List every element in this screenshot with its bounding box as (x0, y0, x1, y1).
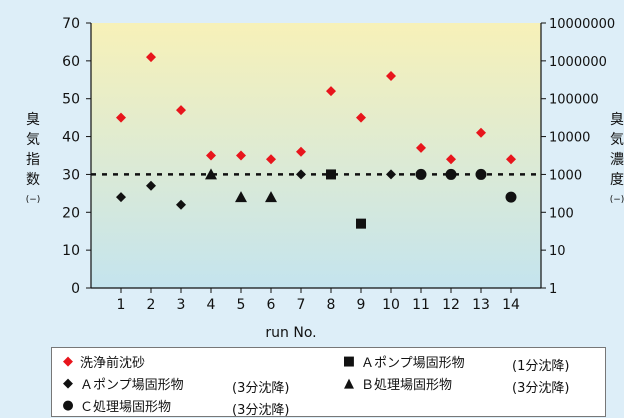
data-point-triangle (205, 168, 217, 180)
y-tick-label: 50 (62, 92, 80, 108)
y2-tick-label: 100 (549, 206, 574, 221)
axis-label-char: 濃 (610, 152, 624, 168)
legend: ◆ 洗浄前沈砂 ◆ Ａポンプ場固形物 (3分沈降) ● Ｃ処理場固形物 (3分沈… (51, 347, 606, 418)
legend-item-0: ◆ 洗浄前沈砂 (60, 352, 145, 371)
x-tick-label: 1 (117, 297, 126, 313)
y-tick-label: 60 (62, 54, 80, 70)
data-point-diamond (416, 142, 426, 153)
x-tick-label: 13 (472, 297, 490, 313)
axes (86, 22, 546, 293)
y-tick-label: 70 (62, 16, 80, 32)
data-points (116, 52, 517, 229)
y2-tick-label: 10000 (549, 131, 590, 146)
x-tick-label: 5 (237, 297, 246, 313)
axis-label-char: 臭 (26, 112, 40, 128)
x-tick-label: 11 (412, 297, 430, 313)
data-point-circle (415, 168, 427, 180)
data-point-diamond (146, 52, 156, 63)
axis-label-char: 度 (610, 172, 624, 188)
legend-item-note: (1分沈降) (512, 359, 570, 374)
axis-unit: (−) (26, 195, 41, 205)
legend-item-label: Ｃ処理場固形物 (80, 400, 172, 415)
circle-black-icon: ● (62, 398, 74, 413)
data-point-diamond (146, 180, 156, 191)
data-point-diamond (236, 150, 246, 161)
x-tick-label: 9 (357, 297, 366, 313)
y2-tick-label: 1 (549, 282, 557, 297)
data-point-diamond (296, 169, 306, 180)
legend-item-1: ◆ Ａポンプ場固形物 (60, 374, 184, 393)
legend-item-label: Ａポンプ場固形物 (361, 356, 465, 371)
data-point-square (326, 169, 336, 180)
x-axis-label: run No. (265, 325, 316, 341)
data-point-diamond (176, 199, 186, 210)
data-point-circle (445, 168, 457, 180)
data-point-diamond (446, 154, 456, 165)
legend-item-note: (3分沈降) (232, 403, 290, 418)
y-tick-label: 10 (62, 243, 80, 259)
data-point-diamond (356, 112, 366, 123)
legend-item-note: (3分沈降) (512, 381, 570, 396)
data-point-diamond (266, 154, 276, 165)
diamond-red-icon: ◆ (63, 354, 73, 369)
x-tick-label: 2 (147, 297, 156, 313)
data-point-triangle (265, 191, 277, 203)
chart: 0 10 20 30 40 50 60 70 1 10 100 1000 10000 100000 1000… (26, 16, 624, 341)
data-point-diamond (296, 146, 306, 157)
legend-item-2: ● Ｃ処理場固形物 (60, 396, 171, 415)
x-tick-label: 7 (297, 297, 306, 313)
data-point-diamond (206, 150, 216, 161)
triangle-black-icon: ▲ (344, 376, 354, 391)
y2-tick-label: 1000 (549, 168, 582, 183)
x-tick-label: 8 (327, 297, 336, 313)
legend-item-label: Ｂ処理場固形物 (361, 378, 453, 393)
x-tick-label: 14 (502, 297, 520, 313)
x-tick-label: 12 (442, 297, 460, 313)
data-point-square (356, 218, 366, 229)
x-tick-label: 4 (207, 297, 216, 313)
y-tick-label: 30 (62, 167, 80, 183)
y2-tick-label: 10000000 (549, 17, 615, 32)
axis-label-char: 臭 (610, 112, 624, 128)
x-tick-label: 10 (382, 297, 400, 313)
y-tick-label: 20 (62, 205, 80, 221)
legend-item-label: 洗浄前沈砂 (80, 356, 146, 371)
y-tick-label: 40 (62, 130, 80, 146)
data-point-diamond (386, 71, 396, 81)
y2-tick-label: 1000000 (549, 55, 607, 70)
data-point-circle (475, 168, 487, 180)
y2-tick-label: 10 (549, 244, 566, 259)
axis-label-char: 気 (26, 132, 40, 148)
data-point-triangle (235, 191, 247, 203)
plot-area (91, 23, 541, 288)
axis-label-char: 数 (26, 172, 40, 188)
square-black-icon: ■ (342, 354, 356, 369)
axis-label-char: 指 (26, 152, 40, 168)
diamond-black-icon: ◆ (63, 376, 73, 391)
data-point-diamond (386, 169, 396, 180)
axis-label-char: 気 (610, 132, 624, 148)
data-point-diamond (116, 192, 126, 203)
y2-tick-label: 100000 (549, 93, 599, 108)
legend-item-note: (3分沈降) (232, 381, 290, 396)
x-tick-label: 6 (267, 297, 276, 313)
tick-labels: 0 10 20 30 40 50 60 70 1 10 100 1000 10000 100000 1000… (62, 16, 615, 313)
legend-item-4: ▲ Ｂ処理場固形物 (341, 374, 452, 393)
data-point-circle (505, 191, 517, 203)
data-point-diamond (506, 154, 516, 165)
y-tick-label: 0 (71, 281, 80, 297)
x-tick-label: 3 (177, 297, 186, 313)
legend-item-label: Ａポンプ場固形物 (80, 378, 184, 393)
data-point-diamond (326, 86, 336, 97)
axis-unit: (−) (610, 195, 624, 205)
data-point-diamond (176, 105, 186, 116)
legend-item-3: ■ Ａポンプ場固形物 (341, 352, 465, 371)
data-point-diamond (116, 112, 126, 123)
data-point-diamond (476, 127, 486, 138)
